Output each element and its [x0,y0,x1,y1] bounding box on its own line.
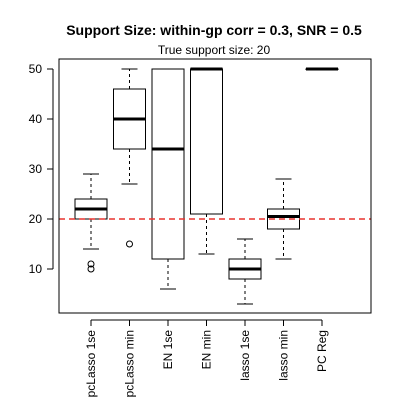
y-tick-label: 20 [29,212,43,226]
y-tick-label: 10 [29,262,43,276]
x-tick-label: pcLasso min [123,330,137,397]
x-tick-label: EN 1se [161,330,175,370]
plot-area: 10 20 30 40 50 pcLasso 1se pcLasso min EN 1se EN… [29,62,371,397]
plot-frame [58,58,372,314]
x-tick-label: PC Reg [315,330,329,372]
x-tick-label: pcLasso 1se [84,330,98,398]
x-tick-label: EN min [200,330,214,369]
chart-title: Support Size: within-gp corr = 0.3, SNR … [66,22,362,38]
x-tick-label: lasso 1se [238,330,252,381]
outlier-point [126,240,133,248]
chart-subtitle: True support size: 20 [158,43,271,57]
y-tick-label: 30 [29,162,43,176]
outlier-point [87,260,95,268]
outlier-point [87,265,95,273]
iqr-box [190,68,223,215]
y-tick-label: 50 [29,62,43,76]
iqr-box [151,68,185,260]
x-tick-label: lasso min [277,330,291,381]
y-tick-label: 40 [29,112,43,126]
